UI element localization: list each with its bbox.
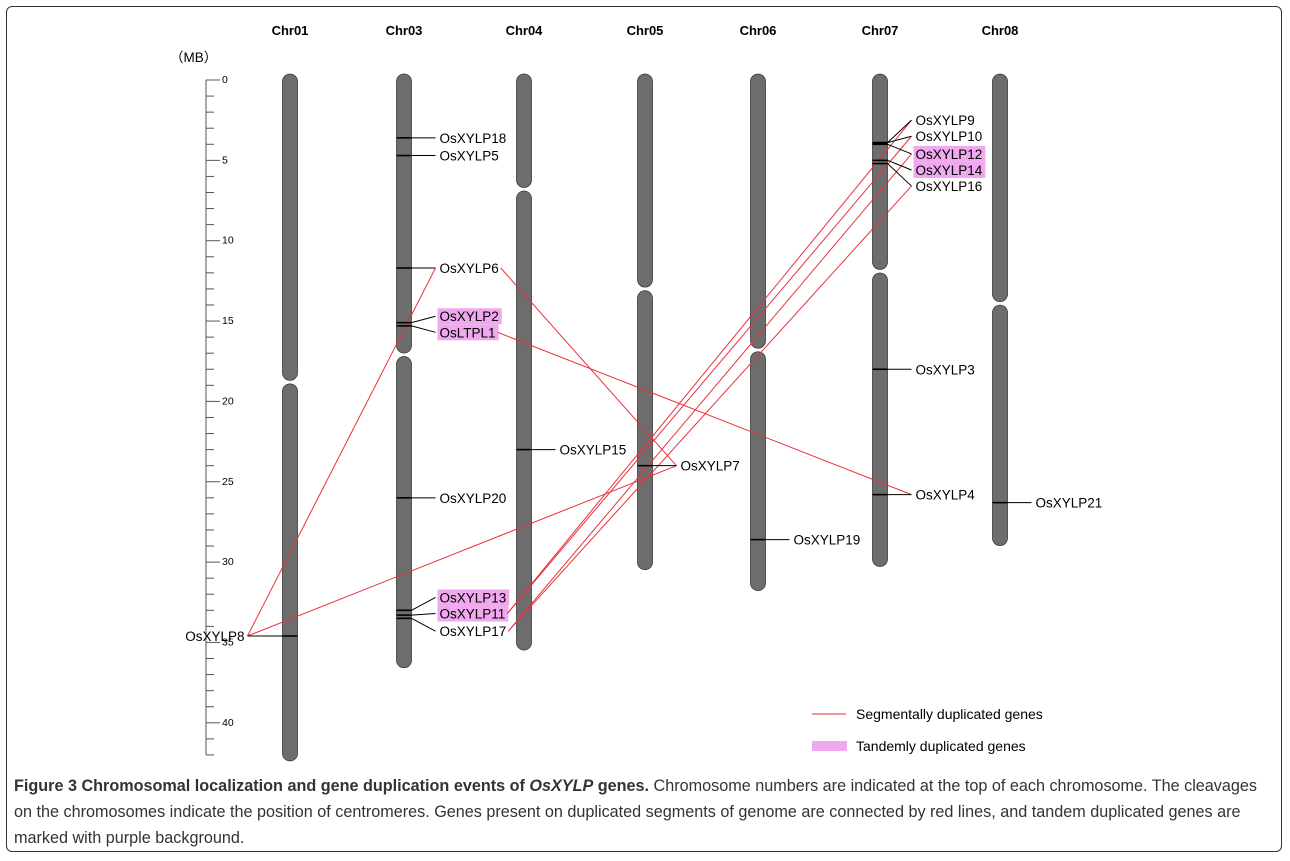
chromosome-arm-chr01 <box>282 73 298 381</box>
scale-tick-label: 20 <box>222 395 234 407</box>
legend: Segmentally duplicated genes Tandemly du… <box>812 706 1043 754</box>
gene-label-osxylp17: OsXYLP17 <box>440 624 507 639</box>
chromosome-label-chr01: Chr01 <box>272 23 309 38</box>
chromosome-arm-chr08 <box>992 73 1008 303</box>
chromosome-arm-chr06 <box>750 351 766 591</box>
legend-tandem-swatch <box>812 741 847 751</box>
gene-label-osxylp16: OsXYLP16 <box>916 179 983 194</box>
gene-label-osxylp11: OsXYLP11 <box>440 607 506 622</box>
gene-connector <box>411 325 436 333</box>
chromosome-arm-chr03 <box>396 73 412 354</box>
chromosome-label-chr05: Chr05 <box>627 23 664 38</box>
caption-label: Figure 3 <box>14 777 77 795</box>
gene-label-osxylp7: OsXYLP7 <box>681 459 740 474</box>
legend-tandem-label: Tandemly duplicated genes <box>856 738 1026 754</box>
scale-tick-label: 5 <box>222 154 228 166</box>
chromosome-arm-chr04 <box>516 190 532 651</box>
gene-connector <box>411 597 436 611</box>
gene-label-osxylp3: OsXYLP3 <box>916 362 975 377</box>
gene-label-osxylp15: OsXYLP15 <box>560 443 627 458</box>
gene-connector <box>887 135 912 144</box>
tandem-highlight <box>437 308 502 325</box>
gene-label-osxylp9: OsXYLP9 <box>916 113 975 128</box>
legend-segmental-label: Segmentally duplicated genes <box>856 706 1043 722</box>
scale-tick-label: 40 <box>222 717 234 729</box>
mb-scale: 0 5 10 15 20 25 30 35 40 （MB） <box>170 50 234 756</box>
segmental-links <box>247 119 912 637</box>
gene-connector <box>887 159 912 171</box>
scale-tick-label: 25 <box>222 476 234 488</box>
gene-connector <box>887 143 912 155</box>
chromosome-label-chr03: Chr03 <box>386 23 423 38</box>
gene-label-osxylp12: OsXYLP12 <box>916 147 983 162</box>
segmental-link <box>506 119 912 614</box>
gene-label-osxylp4: OsXYLP4 <box>916 488 976 503</box>
gene-connector <box>411 315 436 324</box>
gene-label-osxylp8: OsXYLP8 <box>185 629 244 644</box>
tandem-highlight <box>437 605 509 622</box>
caption-title-pre: Chromosomal localization and gene duplic… <box>81 777 530 795</box>
segmental-link <box>247 267 436 637</box>
tandem-highlight <box>913 161 986 178</box>
segmental-link <box>497 331 912 496</box>
gene-label-osxylp20: OsXYLP20 <box>440 491 507 506</box>
scale-tick-label: 30 <box>222 556 234 568</box>
chromosome-label-chr08: Chr08 <box>982 23 1019 38</box>
scale-tick-label: 0 <box>222 74 228 86</box>
chromosome-arm-chr08 <box>992 304 1008 547</box>
segmental-link <box>506 135 912 614</box>
scale-tick-label: 10 <box>222 235 234 247</box>
gene-label-osxylp5: OsXYLP5 <box>440 149 499 164</box>
gene-label-osxylp2: OsXYLP2 <box>440 309 499 324</box>
gene-label-osxylp13: OsXYLP13 <box>440 590 507 605</box>
segmental-link <box>507 153 912 632</box>
chromosome-arm-chr03 <box>396 356 412 669</box>
gene-label-osxylp18: OsXYLP18 <box>440 131 507 146</box>
chromosome-label-chr07: Chr07 <box>862 23 899 38</box>
chromosome-label-chr06: Chr06 <box>740 23 777 38</box>
tandem-highlights <box>437 145 986 622</box>
gene-label-osltpl1: OsLTPL1 <box>440 325 496 340</box>
gene-label-osxylp19: OsXYLP19 <box>794 533 861 548</box>
chromosome-arm-chr06 <box>750 73 766 349</box>
gene-label-osxylp6: OsXYLP6 <box>440 261 499 276</box>
chromosome-arm-chr01 <box>282 383 298 762</box>
segmental-link <box>500 267 677 467</box>
chromosomes: Chr01 Chr03 Chr04 Chr05 Chr06 Chr07 Chr08 <box>272 23 1019 762</box>
gene-connector <box>411 617 436 632</box>
caption-title-post: genes. <box>593 777 650 795</box>
caption-body: Chromosome numbers are indicated at the … <box>14 777 1258 847</box>
chromosome-arm-chr07 <box>872 73 888 270</box>
tandem-highlight <box>913 145 986 162</box>
caption-title-gene: OsXYLP <box>529 777 594 795</box>
gene-connector <box>887 119 912 144</box>
segmental-link <box>507 185 912 632</box>
scale-tick-label: 35 <box>222 636 234 648</box>
scale-unit-label: （MB） <box>170 50 217 65</box>
gene-label-osxylp14: OsXYLP14 <box>916 163 983 178</box>
caption-title: Chromosomal localization and gene duplic… <box>81 777 649 795</box>
chromosome-arm-chr04 <box>516 73 532 188</box>
figure-caption: Figure 3 Chromosomal localization and ge… <box>14 773 1276 851</box>
scale-tick-label: 15 <box>222 315 234 327</box>
chromosome-arm-chr07 <box>872 272 888 567</box>
tandem-highlight <box>437 589 510 606</box>
gene-connector <box>411 613 436 616</box>
chromosome-label-chr04: Chr04 <box>506 23 544 38</box>
chromosome-arm-chr05 <box>637 73 653 288</box>
tandem-highlight <box>437 324 499 341</box>
gene-label-osxylp21: OsXYLP21 <box>1036 496 1103 511</box>
gene-label-osxylp10: OsXYLP10 <box>916 129 983 144</box>
gene-connector <box>887 163 912 187</box>
